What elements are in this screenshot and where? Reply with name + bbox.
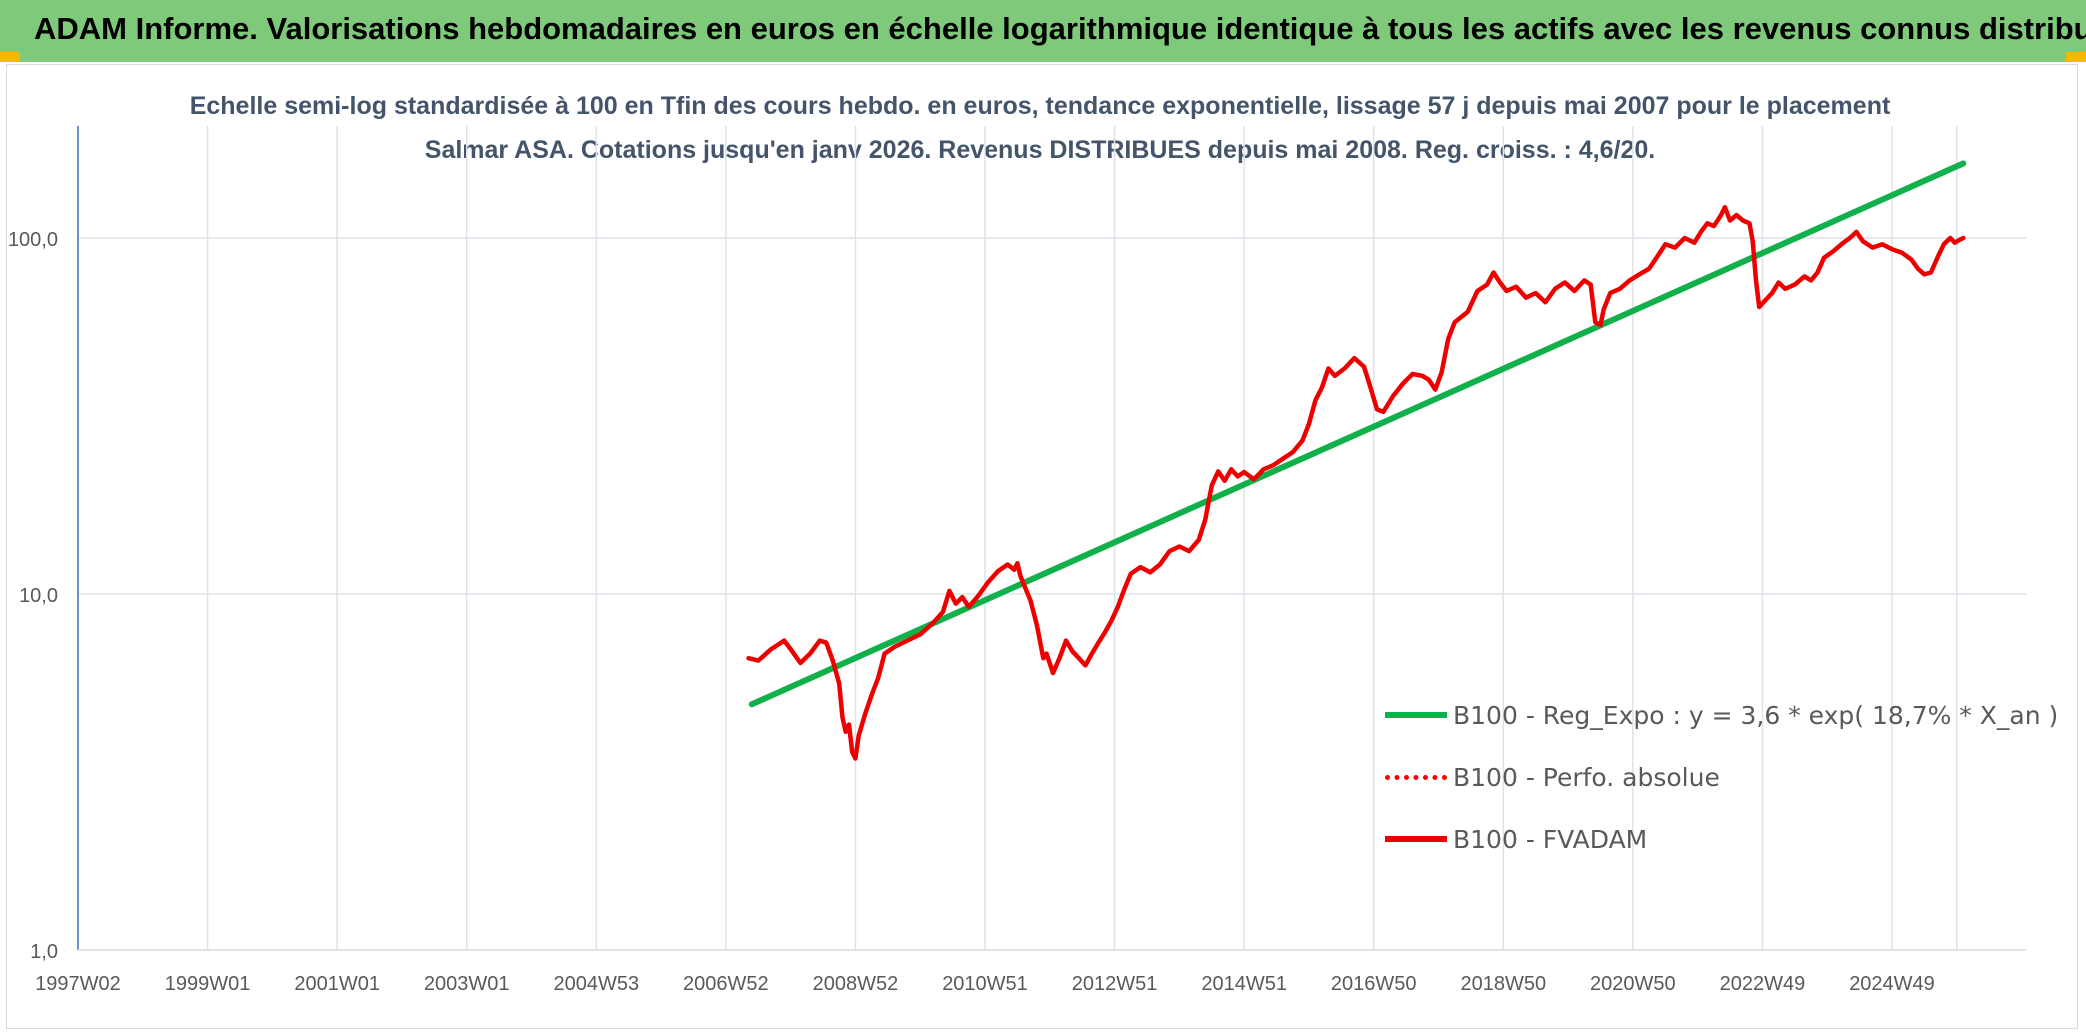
report-title: ADAM Informe. Valorisations hebdomadaire… (34, 11, 2086, 46)
y-tick-label: 1,0 (30, 941, 58, 963)
report-header: ADAM Informe. Valorisations hebdomadaire… (0, 0, 2086, 62)
y-tick-label: 100,0 (8, 229, 58, 251)
legend-swatch-perfo (1385, 774, 1447, 780)
corner-mark-right (2066, 52, 2086, 62)
legend-item-perfo: B100 - Perfo. absolue (1385, 746, 2058, 808)
x-tick-label: 2003W01 (424, 973, 510, 995)
x-tick-label: 1999W01 (165, 973, 251, 995)
legend-label-trend: B100 - Reg_Expo : y = 3,6 * exp( 18,7% *… (1453, 700, 2059, 730)
y-tick-label: 10,0 (19, 585, 58, 607)
legend-item-fvadam: B100 - FVADAM (1385, 808, 2058, 870)
x-tick-label: 2004W53 (553, 973, 639, 995)
grid-layer (77, 126, 2026, 950)
x-tick-label: 2020W50 (1590, 973, 1676, 995)
legend-swatch-fvadam (1385, 836, 1447, 842)
x-tick-label: 1997W02 (35, 973, 121, 995)
legend-label-fvadam: B100 - FVADAM (1453, 824, 1648, 854)
chart-frame (6, 64, 2078, 1029)
x-tick-label: 2010W51 (942, 973, 1028, 995)
corner-mark-left (0, 52, 20, 62)
series-line-solid-red (746, 205, 1966, 761)
x-tick-label: 2006W52 (683, 973, 769, 995)
x-tick-label: 2024W49 (1849, 973, 1935, 995)
chart-title: Echelle semi-log standardisée à 100 en T… (189, 92, 1891, 164)
x-tick-label: 2008W52 (813, 973, 899, 995)
series-line-solid-green (748, 160, 1967, 708)
series-layer (746, 160, 1967, 761)
x-tick-label: 2014W51 (1201, 973, 1287, 995)
x-tick-label: 2016W50 (1331, 973, 1417, 995)
legend-swatch-trend (1385, 712, 1447, 718)
legend-label-perfo: B100 - Perfo. absolue (1453, 762, 1720, 792)
x-tick-label: 2001W01 (294, 973, 380, 995)
legend: B100 - Reg_Expo : y = 3,6 * exp( 18,7% *… (1385, 684, 2058, 870)
axis-layer: 1,0 10,0 100,0 1997W02 1999W01 2001W01 2003W01… (8, 126, 2026, 995)
legend-item-trend: B100 - Reg_Expo : y = 3,6 * exp( 18,7% *… (1385, 684, 2058, 746)
x-tick-label: 2022W49 (1720, 973, 1806, 995)
x-tick-label: 2018W50 (1460, 973, 1546, 995)
x-tick-label: 2012W51 (1072, 973, 1158, 995)
